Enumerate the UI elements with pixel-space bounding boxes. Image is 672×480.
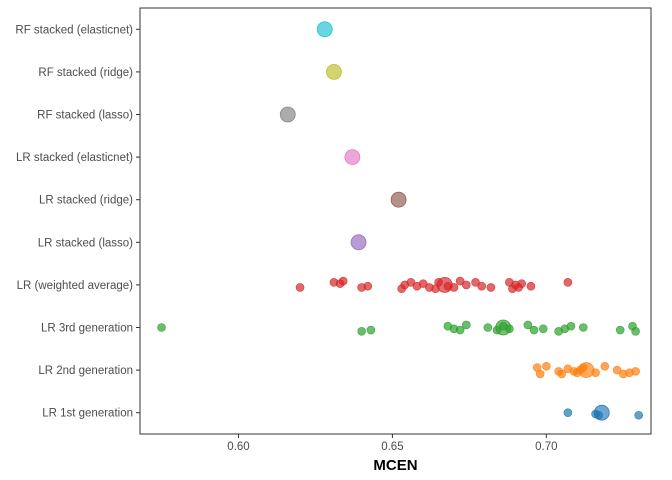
plot-panel — [139, 7, 652, 435]
y-tick-label: LR stacked (lasso) — [38, 237, 133, 249]
data-point — [418, 279, 428, 288]
mean-point — [350, 234, 367, 251]
data-point — [295, 283, 305, 292]
mean-point — [578, 362, 595, 379]
data-point — [557, 369, 567, 379]
data-point — [615, 325, 625, 335]
y-tick-label: RF stacked (ridge) — [38, 67, 133, 79]
data-point — [634, 410, 643, 420]
means-layer — [279, 21, 610, 421]
data-point — [538, 324, 548, 334]
y-tick-label: LR (weighted average) — [17, 280, 134, 292]
data-point — [338, 276, 348, 286]
y-tick-label: LR 3rd generation — [41, 323, 133, 335]
x-tick-label: 0.65 — [381, 441, 403, 453]
y-axis: RF stacked (elasticnet) RF stacked (ridge… — [15, 24, 140, 420]
data-point — [477, 281, 486, 291]
data-point — [357, 327, 366, 336]
y-tick-label: LR 1st generation — [42, 408, 133, 420]
data-point — [462, 320, 471, 330]
data-point — [529, 325, 539, 335]
data-point — [366, 325, 376, 335]
data-point — [517, 279, 527, 288]
x-axis: 0.60 0.65 0.70 — [227, 434, 558, 453]
mean-point — [316, 21, 333, 38]
data-point — [631, 327, 640, 336]
x-tick-label: 0.60 — [227, 441, 249, 453]
y-tick-label: LR stacked (elasticnet) — [16, 152, 133, 164]
data-point — [157, 323, 166, 332]
data-point — [523, 320, 533, 330]
data-point — [542, 361, 551, 371]
data-point — [566, 321, 576, 331]
data-point — [600, 361, 610, 371]
y-tick-label: RF stacked (lasso) — [37, 110, 133, 122]
data-point — [535, 369, 545, 379]
y-tick-label: LR stacked (ridge) — [39, 195, 133, 207]
data-point — [486, 283, 496, 292]
data-point — [578, 323, 588, 332]
data-point — [455, 276, 465, 286]
data-point — [406, 278, 416, 287]
points-layer — [157, 276, 643, 420]
data-point — [455, 325, 465, 335]
data-point — [483, 323, 493, 332]
y-tick-label: LR 2nd generation — [38, 365, 133, 377]
data-point — [363, 281, 373, 291]
data-point — [563, 408, 573, 418]
data-point — [462, 280, 471, 290]
data-point — [526, 281, 536, 291]
mean-point — [436, 276, 453, 293]
mean-point — [390, 191, 407, 208]
x-axis-title: MCEN — [373, 457, 417, 474]
mean-point — [326, 64, 342, 80]
data-point — [471, 278, 480, 287]
x-tick-label: 0.70 — [535, 441, 557, 453]
data-point — [563, 278, 573, 287]
data-point — [612, 365, 622, 375]
mean-point — [279, 106, 296, 123]
data-point — [631, 367, 640, 376]
mean-point — [593, 404, 610, 421]
mean-point — [344, 149, 361, 166]
y-tick-label: RF stacked (elasticnet) — [15, 24, 133, 36]
mean-point — [495, 319, 512, 336]
